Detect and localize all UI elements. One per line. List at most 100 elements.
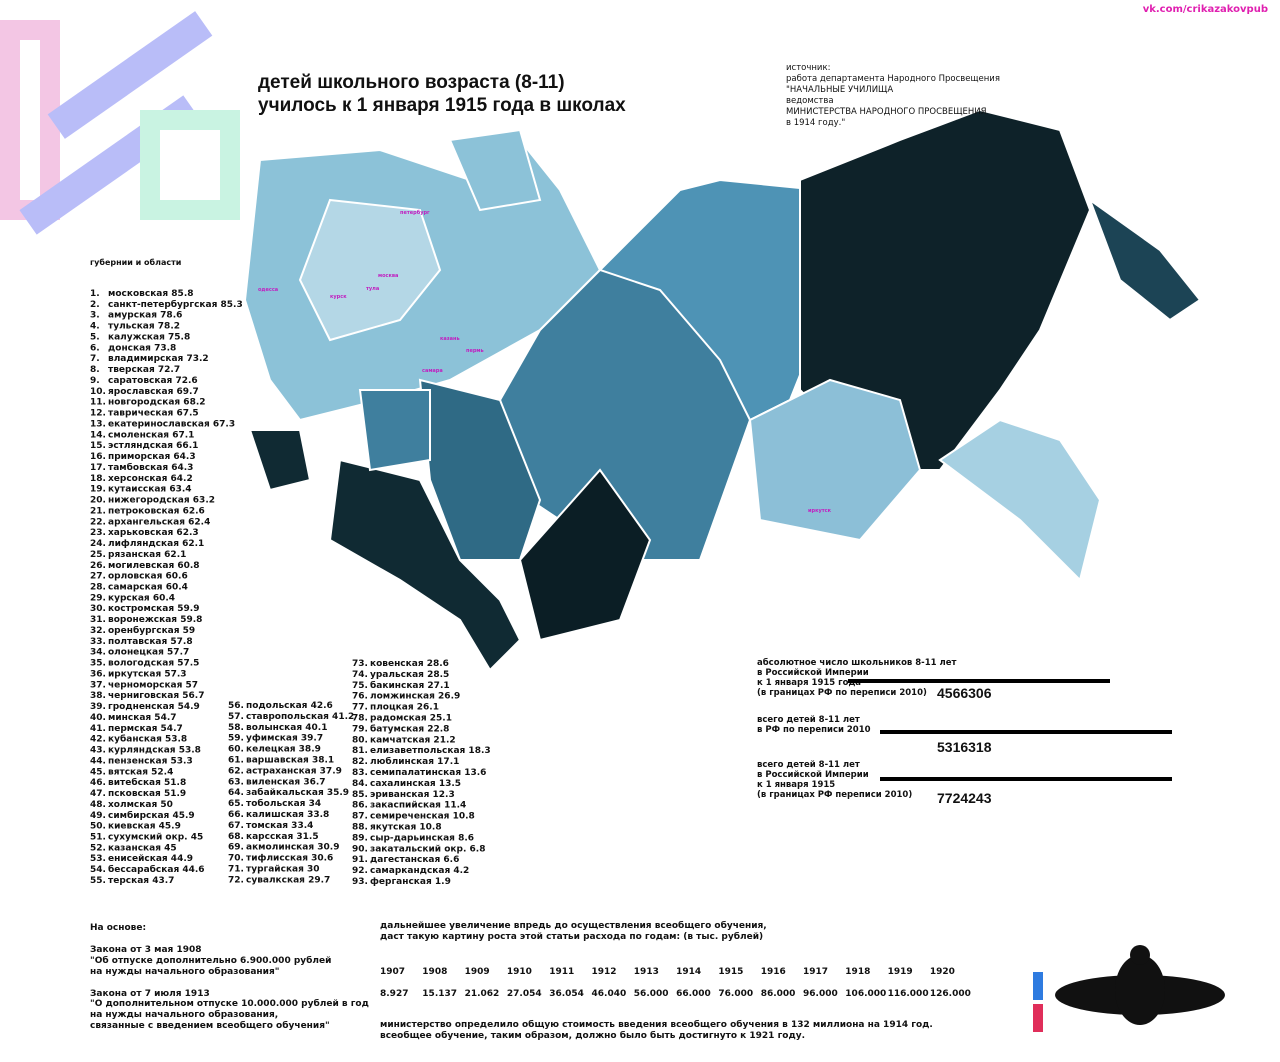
list-entry: оренбургская 59 xyxy=(108,625,195,636)
list-number: 49. xyxy=(90,811,106,821)
list-entry: петроковская 62.6 xyxy=(108,506,205,516)
list-entry: ферганская 1.9 xyxy=(370,877,451,887)
list-entry: екатеринославская 67.3 xyxy=(108,419,235,429)
list-entry: эстляндская 66.1 xyxy=(108,441,198,451)
stat-label: (в границах РФ по переписи 2010) xyxy=(757,688,927,698)
list-number: 82. xyxy=(352,757,368,767)
list-entry: тобольская 34 xyxy=(246,798,321,809)
amount: 86.000 xyxy=(761,989,796,999)
list-entry: семипалатинская 13.6 xyxy=(370,768,486,778)
list-number: 3. xyxy=(90,311,100,321)
amount: 76.000 xyxy=(718,989,753,999)
list-entry: харьковская 62.3 xyxy=(108,528,199,538)
list-number: 30. xyxy=(90,604,106,614)
list-number: 2. xyxy=(90,300,100,310)
year: 1912 xyxy=(592,967,617,977)
list-number: 20. xyxy=(90,496,106,506)
list-entry: енисейская 44.9 xyxy=(108,854,193,864)
year: 1911 xyxy=(549,967,574,977)
stat-label: к 1 января 1915 xyxy=(757,780,835,790)
list-number: 62. xyxy=(228,766,244,776)
list-entry: закаспийская 11.4 xyxy=(370,801,466,811)
basis-line: на нужды начального образования, xyxy=(90,1009,278,1020)
list-entry: эриванская 12.3 xyxy=(370,790,455,800)
list-entry: виленская 36.7 xyxy=(246,777,326,787)
list-entry: люблинская 17.1 xyxy=(370,756,459,767)
list-entry: лифляндская 62.1 xyxy=(108,539,204,549)
list-number: 63. xyxy=(228,777,244,787)
list-entry: симбирская 45.9 xyxy=(108,810,195,821)
list-entry: ковенская 28.6 xyxy=(370,659,449,669)
budget-intro: даст такую картину роста этой статьи рас… xyxy=(380,931,763,942)
list-entry: калужская 75.8 xyxy=(108,332,190,342)
list-number: 50. xyxy=(90,822,106,832)
stat-label: к 1 января 1915 года xyxy=(757,678,861,688)
list-number: 17. xyxy=(90,463,106,473)
year: 1908 xyxy=(422,967,447,977)
list-number: 83. xyxy=(352,768,368,778)
year: 1920 xyxy=(930,967,955,977)
list-number: 88. xyxy=(352,823,368,833)
list-entry: сувалкская 29.7 xyxy=(246,875,330,885)
year: 1909 xyxy=(465,967,490,977)
map-label: петербург xyxy=(400,209,430,216)
year: 1916 xyxy=(761,967,786,977)
stat-label: (в границах РФ переписи 2010) xyxy=(757,790,912,800)
list-entry: холмская 50 xyxy=(108,800,173,810)
list-number: 15. xyxy=(90,441,106,451)
list-entry: нижегородская 63.2 xyxy=(108,496,215,506)
amount: 46.040 xyxy=(592,989,627,999)
list-entry: тургайская 30 xyxy=(246,865,320,875)
list-entry: тамбовская 64.3 xyxy=(108,462,193,473)
list-entry: бакинская 27.1 xyxy=(370,680,450,691)
list-number: 27. xyxy=(90,572,106,582)
list-entry: минская 54.7 xyxy=(108,713,177,723)
list-number: 46. xyxy=(90,778,106,788)
list-entry: ломжинская 26.9 xyxy=(370,692,460,702)
list-number: 36. xyxy=(90,669,106,679)
list-entry: курляндская 53.8 xyxy=(108,746,201,756)
list-number: 76. xyxy=(352,692,368,702)
list-entry: подольская 42.6 xyxy=(246,701,333,711)
list-number: 24. xyxy=(90,539,106,549)
year: 1914 xyxy=(676,967,701,977)
list-entry: плоцкая 26.1 xyxy=(370,703,439,713)
source-line: в 1914 году." xyxy=(786,118,845,128)
stat-label: в РФ по переписи 2010 xyxy=(757,725,871,735)
list-number: 48. xyxy=(90,800,106,810)
list-entry: казанская 45 xyxy=(108,843,177,853)
list-entry: саратовская 72.6 xyxy=(108,376,198,386)
amount: 66.000 xyxy=(676,989,711,999)
map-label: одесса xyxy=(258,287,278,293)
amount: 96.000 xyxy=(803,989,838,999)
list-number: 85. xyxy=(352,790,368,800)
amount: 126.000 xyxy=(930,989,971,999)
list-number: 34. xyxy=(90,648,106,658)
list-entry: самаркандская 4.2 xyxy=(370,866,469,876)
list-entry: киевская 45.9 xyxy=(108,822,181,832)
amount: 56.000 xyxy=(634,989,669,999)
list-number: 4. xyxy=(90,322,100,332)
budget-note: министерство определило общую стоимость … xyxy=(380,1019,933,1030)
list-entry: смоленская 67.1 xyxy=(108,430,194,440)
source-line: "НАЧАЛЬНЫЕ УЧИЛИЩА xyxy=(786,85,893,95)
list-number: 21. xyxy=(90,506,106,516)
list-number: 61. xyxy=(228,756,244,766)
list-title: губернии и области xyxy=(90,257,181,267)
list-entry: келецкая 38.9 xyxy=(246,745,321,755)
list-entry: волынская 40.1 xyxy=(246,723,327,733)
list-entry: олонецкая 57.7 xyxy=(108,648,189,658)
stat-value: 5316318 xyxy=(937,739,992,755)
list-number: 37. xyxy=(90,680,106,690)
list-entry: тверская 72.7 xyxy=(108,365,180,375)
list-number: 60. xyxy=(228,745,244,755)
list-number: 9. xyxy=(90,376,100,386)
list-entry: костромская 59.9 xyxy=(108,604,199,614)
list-number: 41. xyxy=(90,724,106,734)
flag xyxy=(1033,972,1043,1032)
list-entry: черниговская 56.7 xyxy=(108,691,204,701)
list-entry: санкт-петербургская 85.3 xyxy=(108,299,243,310)
list-number: 45. xyxy=(90,767,106,777)
list-entry: черноморская 57 xyxy=(108,680,198,690)
list-number: 55. xyxy=(90,876,106,886)
